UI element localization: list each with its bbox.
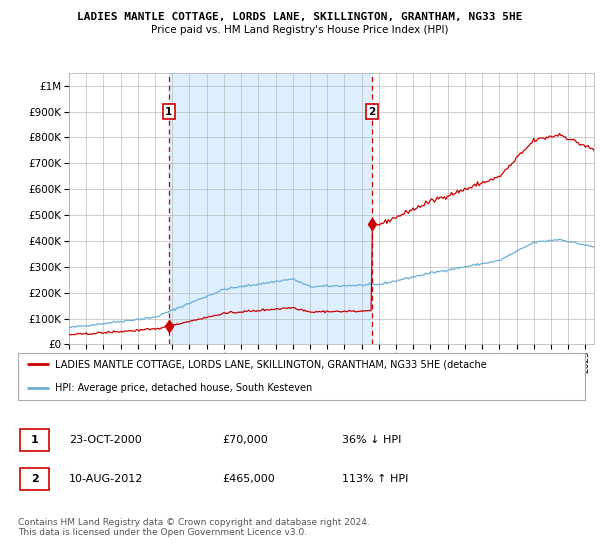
Text: LADIES MANTLE COTTAGE, LORDS LANE, SKILLINGTON, GRANTHAM, NG33 5HE (detache: LADIES MANTLE COTTAGE, LORDS LANE, SKILL… — [55, 359, 487, 369]
Text: £70,000: £70,000 — [222, 435, 268, 445]
Text: 1: 1 — [31, 435, 38, 445]
Text: 2: 2 — [31, 474, 38, 484]
Text: 113% ↑ HPI: 113% ↑ HPI — [342, 474, 409, 484]
Text: LADIES MANTLE COTTAGE, LORDS LANE, SKILLINGTON, GRANTHAM, NG33 5HE: LADIES MANTLE COTTAGE, LORDS LANE, SKILL… — [77, 12, 523, 22]
Text: 10-AUG-2012: 10-AUG-2012 — [69, 474, 143, 484]
Text: 2: 2 — [368, 106, 376, 116]
Text: 36% ↓ HPI: 36% ↓ HPI — [342, 435, 401, 445]
FancyBboxPatch shape — [20, 468, 49, 490]
Text: Price paid vs. HM Land Registry's House Price Index (HPI): Price paid vs. HM Land Registry's House … — [151, 25, 449, 35]
Bar — [169, 73, 372, 344]
Text: 1: 1 — [165, 106, 172, 116]
Text: 23-OCT-2000: 23-OCT-2000 — [69, 435, 142, 445]
Text: HPI: Average price, detached house, South Kesteven: HPI: Average price, detached house, Sout… — [55, 383, 312, 393]
Text: Contains HM Land Registry data © Crown copyright and database right 2024.
This d: Contains HM Land Registry data © Crown c… — [18, 518, 370, 538]
FancyBboxPatch shape — [20, 428, 49, 451]
FancyBboxPatch shape — [18, 353, 585, 400]
Text: £465,000: £465,000 — [222, 474, 275, 484]
